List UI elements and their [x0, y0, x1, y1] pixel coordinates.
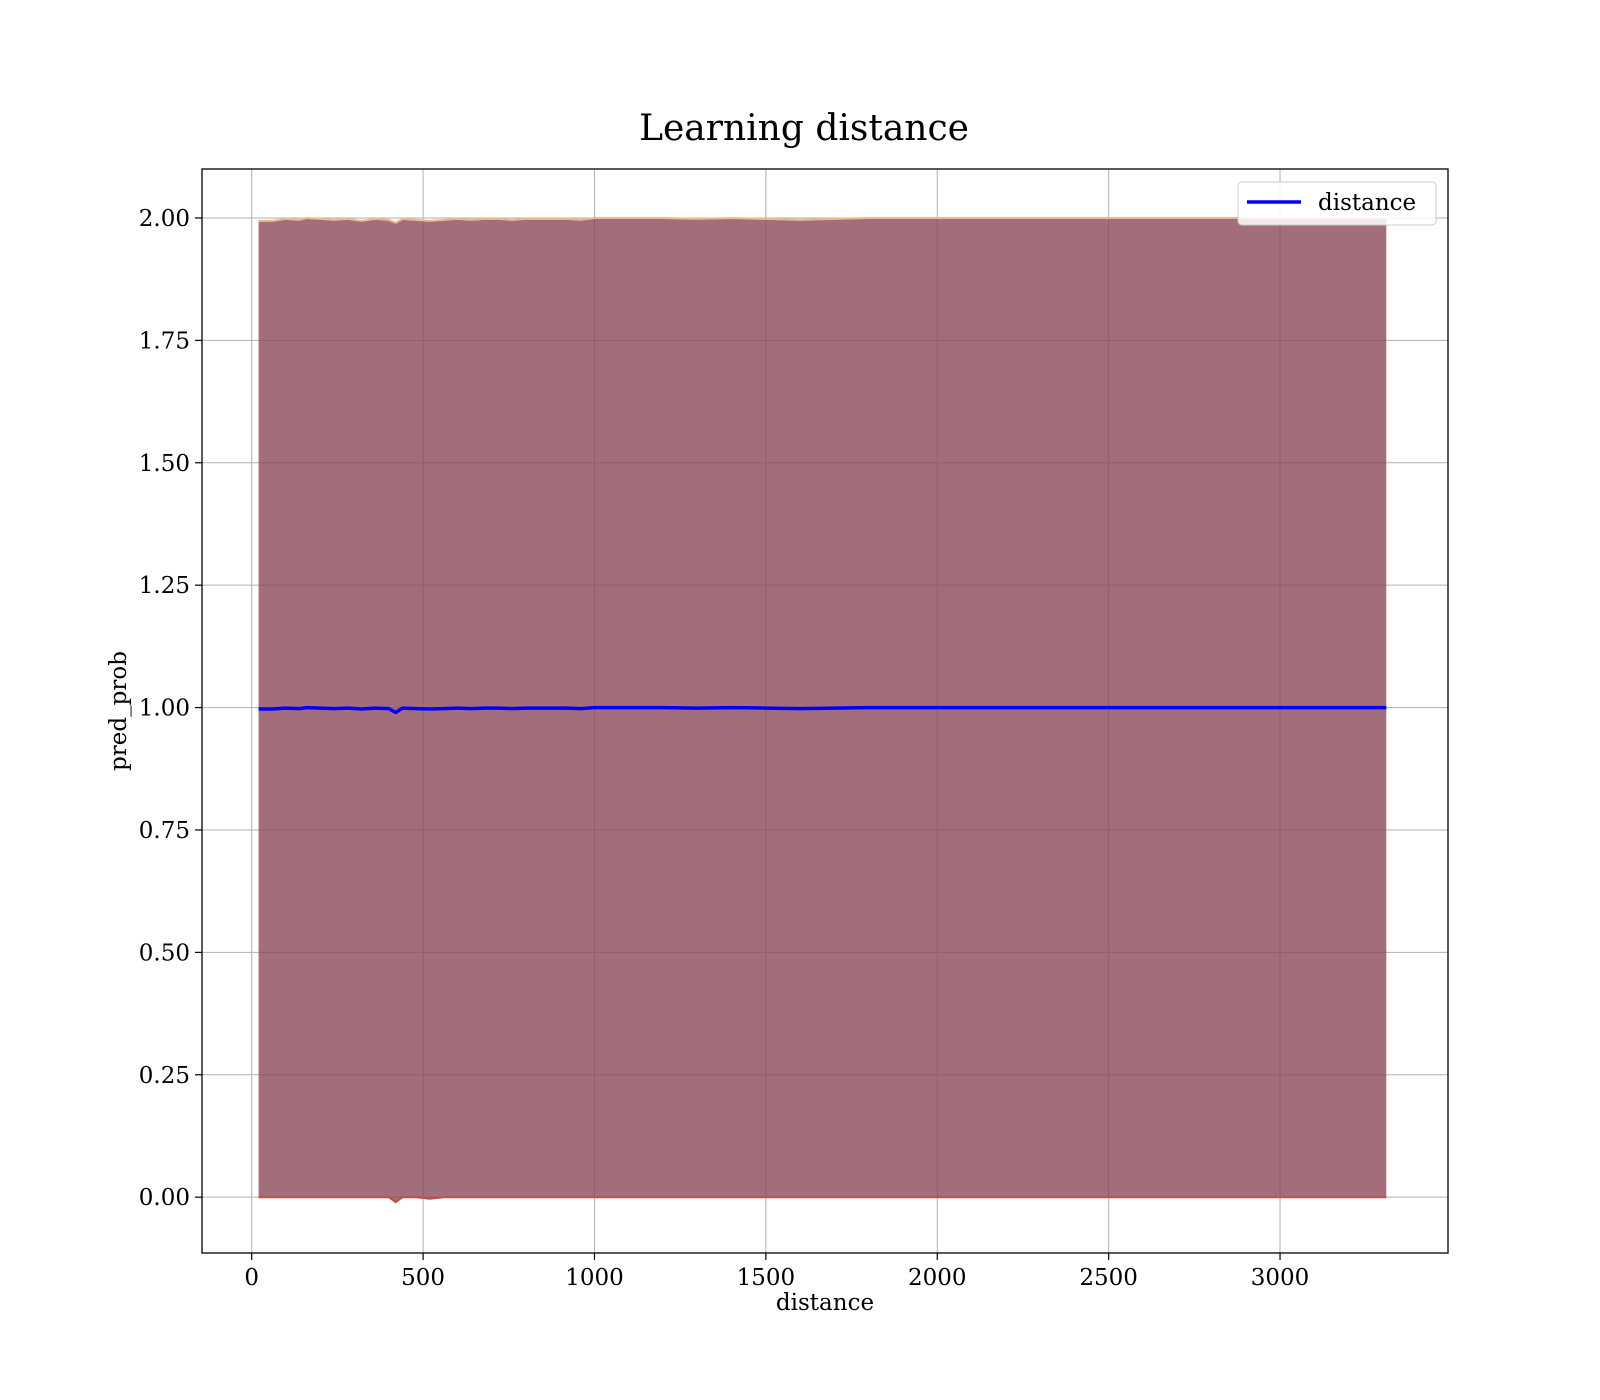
confidence-band [258, 218, 1387, 1203]
x-tick-label: 2500 [1079, 1265, 1138, 1291]
chart-title: Learning distance [639, 108, 969, 149]
y-tick-label: 0.75 [139, 818, 190, 844]
x-tick-label: 3000 [1251, 1265, 1310, 1291]
y-tick-label: 1.25 [139, 573, 190, 599]
band-upper-edge [258, 216, 1387, 225]
y-tick-label: 0.00 [139, 1185, 190, 1211]
x-tick-label: 1000 [565, 1265, 624, 1291]
x-tick-label: 500 [401, 1265, 445, 1291]
legend-entry-distance: distance [1318, 190, 1416, 216]
x-tick-label: 1500 [737, 1265, 796, 1291]
series-line-distance [258, 705, 1387, 715]
y-tick-label: 1.50 [139, 451, 190, 477]
y-tick-label: 0.50 [139, 940, 190, 966]
x-tick-label: 2000 [908, 1265, 967, 1291]
y-tick-label: 1.00 [139, 696, 190, 722]
legend: distance [1237, 181, 1437, 226]
confidence-band-layer [258, 216, 1387, 1204]
legend-box [1237, 181, 1437, 226]
x-axis-label: distance [776, 1290, 874, 1316]
series-line-layer [258, 705, 1387, 715]
plot-area-frame [201, 168, 1449, 1254]
y-tick-label: 0.25 [139, 1063, 190, 1089]
band-lower-edge [258, 1196, 1387, 1204]
y-tick-label: 1.75 [139, 328, 190, 354]
y-axis-ticks: 0.00 0.25 0.50 0.75 1.00 1.25 1.50 1.75 2.00 [139, 206, 202, 1211]
y-axis-label: pred_prob [106, 651, 132, 771]
x-tick-label: 0 [244, 1265, 259, 1291]
y-tick-label: 2.00 [139, 206, 190, 232]
x-axis-ticks: 0 500 1000 1500 2000 2500 3000 [244, 1253, 1309, 1291]
